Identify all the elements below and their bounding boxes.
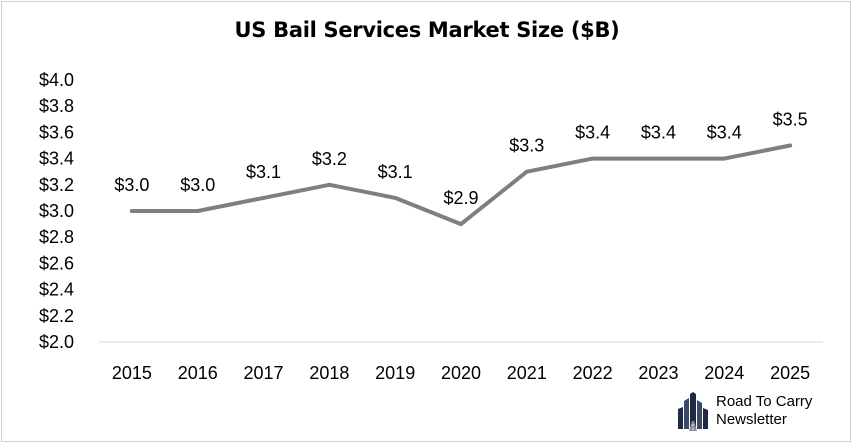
- data-point: [590, 156, 595, 161]
- x-tick-label: 2021: [507, 363, 547, 383]
- y-tick-label: $3.6: [39, 122, 74, 142]
- y-tick-label: $2.6: [39, 253, 74, 273]
- x-tick-label: 2022: [573, 363, 613, 383]
- y-tick-label: $2.8: [39, 227, 74, 247]
- x-tick-label: 2016: [178, 363, 218, 383]
- data-point: [524, 169, 529, 174]
- x-tick-label: 2017: [244, 363, 284, 383]
- chart-title: US Bail Services Market Size ($B): [234, 18, 620, 42]
- city-skyline-icon: [678, 392, 708, 431]
- x-tick-label: 2019: [375, 363, 415, 383]
- y-tick-label: $2.0: [39, 332, 74, 352]
- data-point: [722, 156, 727, 161]
- newsletter-logo: Road To Carry Newsletter: [676, 391, 836, 431]
- data-point: [788, 143, 793, 148]
- x-tick-label: 2015: [112, 363, 152, 383]
- data-label: $3.2: [312, 149, 347, 169]
- data-point: [129, 209, 134, 213]
- data-label: $3.1: [246, 162, 281, 182]
- data-label: $3.4: [641, 123, 676, 143]
- data-label: $2.9: [443, 188, 478, 208]
- y-tick-label: $3.4: [39, 149, 74, 169]
- data-point: [261, 195, 266, 200]
- data-label: $3.5: [773, 110, 808, 130]
- y-tick-label: $2.4: [39, 280, 74, 300]
- newsletter-name: Road To Carry Newsletter: [716, 393, 812, 429]
- y-tick-label: $3.2: [39, 175, 74, 195]
- y-tick-label: $2.2: [39, 306, 74, 326]
- x-tick-label: 2024: [704, 363, 744, 383]
- data-point: [195, 209, 200, 213]
- y-tick-label: $4.0: [39, 70, 74, 90]
- data-label: $3.0: [114, 175, 149, 195]
- x-tick-label: 2023: [638, 363, 678, 383]
- data-point: [656, 156, 661, 161]
- data-label: $3.3: [509, 136, 544, 156]
- data-label: $3.4: [575, 123, 610, 143]
- data-point: [327, 182, 332, 187]
- data-label: $3.0: [180, 175, 215, 195]
- data-label: $3.4: [707, 123, 742, 143]
- data-label: $3.1: [378, 162, 413, 182]
- data-point: [393, 195, 398, 200]
- y-tick-label: $3.8: [39, 96, 74, 116]
- y-tick-label: $3.0: [39, 201, 74, 221]
- x-tick-label: 2018: [309, 363, 349, 383]
- series-line: [129, 143, 793, 227]
- x-tick-label: 2025: [770, 363, 810, 383]
- x-tick-label: 2020: [441, 363, 481, 383]
- newsletter-name-line2: Newsletter: [716, 411, 787, 428]
- newsletter-name-line1: Road To Carry: [716, 393, 813, 410]
- data-point: [459, 222, 463, 227]
